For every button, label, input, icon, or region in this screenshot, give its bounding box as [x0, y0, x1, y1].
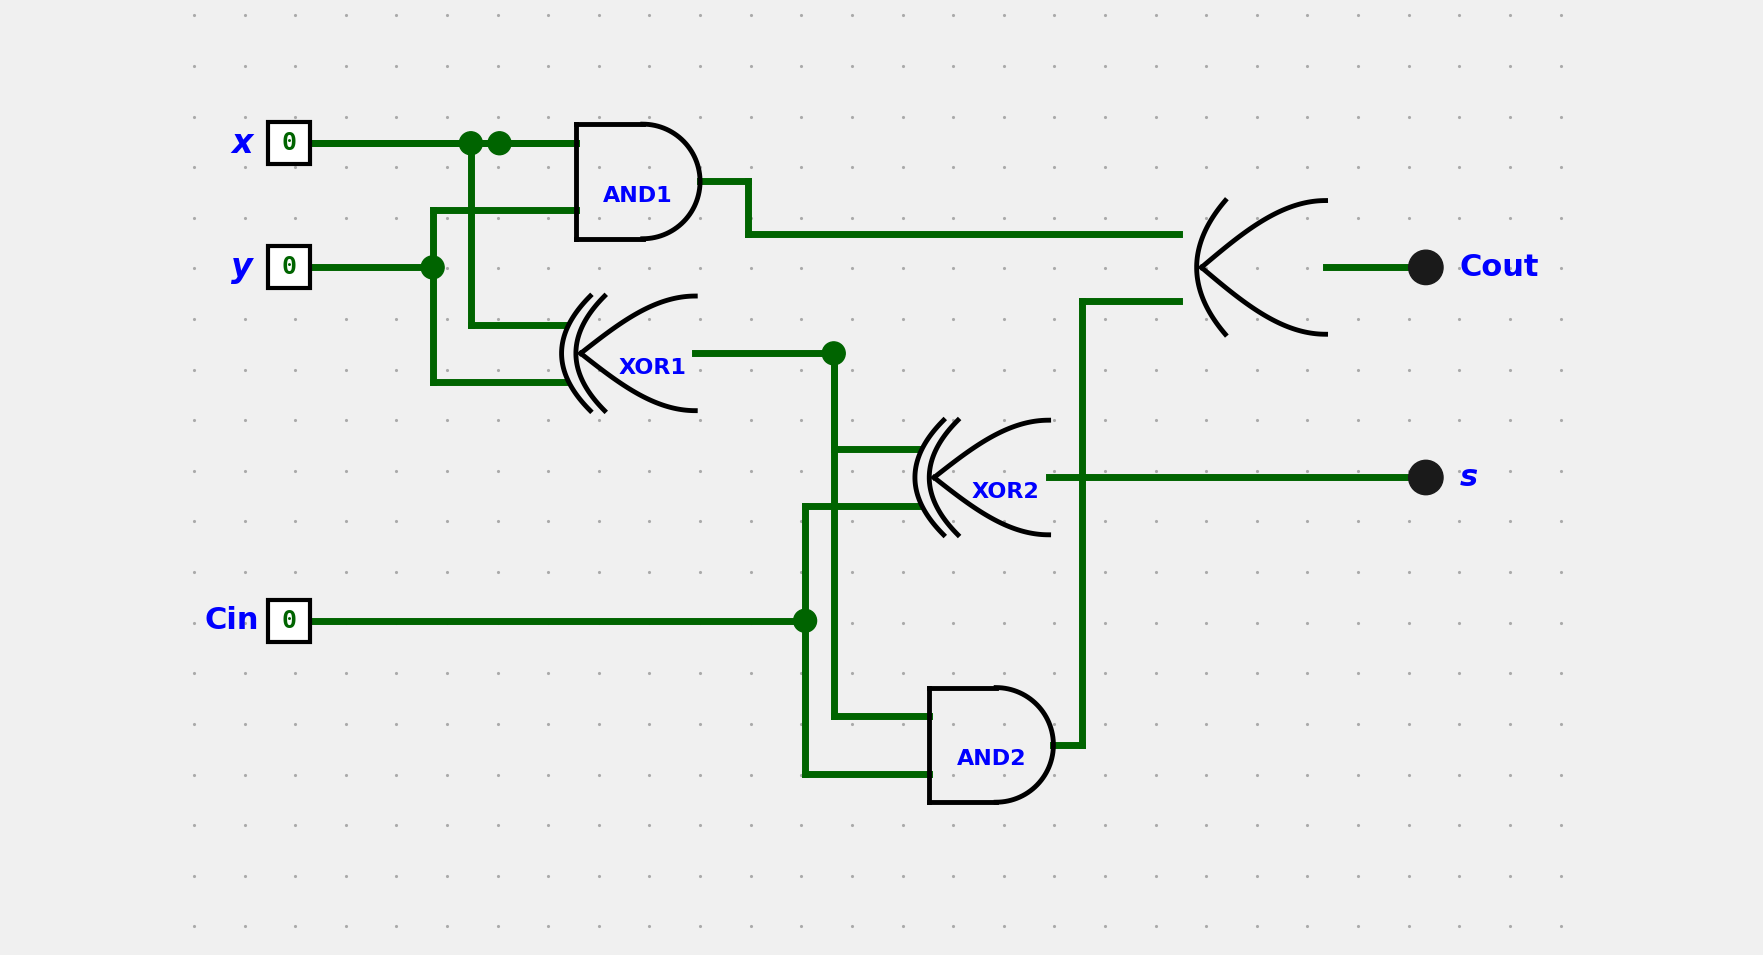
Text: XOR1: XOR1 [619, 358, 686, 377]
Circle shape [421, 256, 444, 279]
Text: 0: 0 [282, 608, 296, 633]
FancyBboxPatch shape [268, 600, 310, 642]
Text: x: x [231, 127, 252, 159]
Circle shape [460, 132, 483, 155]
FancyBboxPatch shape [268, 246, 310, 288]
Text: AND2: AND2 [957, 750, 1026, 769]
Text: Cin: Cin [205, 606, 259, 635]
Text: y: y [231, 251, 252, 284]
Circle shape [488, 132, 511, 155]
Circle shape [1409, 250, 1444, 285]
FancyBboxPatch shape [268, 122, 310, 164]
Text: AND1: AND1 [603, 186, 673, 205]
Text: Cout: Cout [1460, 253, 1539, 282]
Text: 0: 0 [282, 255, 296, 280]
Circle shape [822, 342, 844, 365]
Text: XOR2: XOR2 [971, 482, 1040, 501]
Text: s: s [1460, 463, 1477, 492]
Circle shape [793, 609, 816, 632]
Text: 0: 0 [282, 131, 296, 156]
Circle shape [1409, 460, 1444, 495]
